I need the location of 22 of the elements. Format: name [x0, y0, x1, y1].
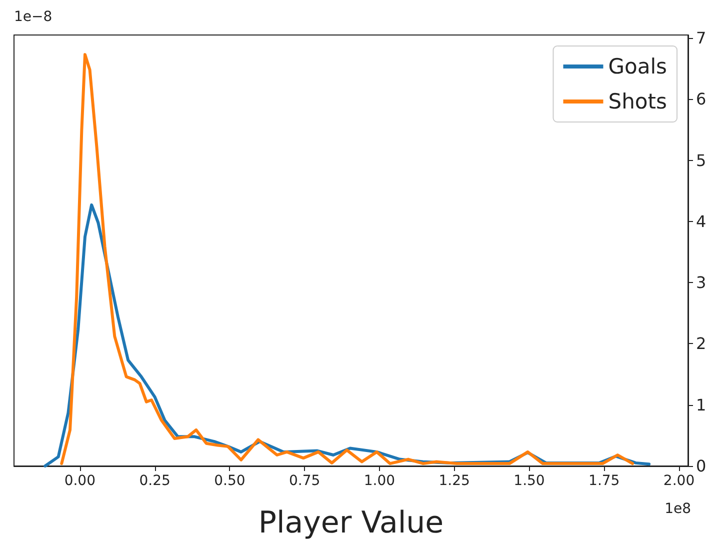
x-tick-label: 2.00: [663, 473, 695, 489]
y-tick-label: 1: [696, 395, 706, 414]
x-tick-label: 1.75: [588, 473, 620, 489]
legend-label: Shots: [608, 90, 667, 114]
legend-label: Goals: [608, 54, 667, 78]
x-tick-label: 1.25: [438, 473, 470, 489]
y-tick-label: 0: [696, 456, 706, 476]
x-tick-label: 1.50: [514, 473, 545, 489]
text: 1e−8: [14, 9, 52, 25]
x-tick-label: 1.00: [364, 473, 396, 489]
y-tick-label: 4: [696, 212, 706, 231]
x-tick-label: 0.25: [139, 473, 170, 489]
x-tick-label: 0.75: [288, 473, 320, 489]
x-tick-label: 0.50: [214, 473, 246, 489]
y-tick-label: 3: [696, 273, 706, 292]
x-tick-label: 0.00: [64, 473, 96, 489]
y-tick-label: 7: [696, 28, 706, 48]
y-tick-label: 5: [696, 150, 706, 170]
text: 1e8: [664, 501, 692, 517]
y-tick-label: 6: [696, 90, 706, 109]
y-tick-label: 2: [696, 334, 706, 354]
x-axis-title: Player Value: [258, 506, 444, 540]
